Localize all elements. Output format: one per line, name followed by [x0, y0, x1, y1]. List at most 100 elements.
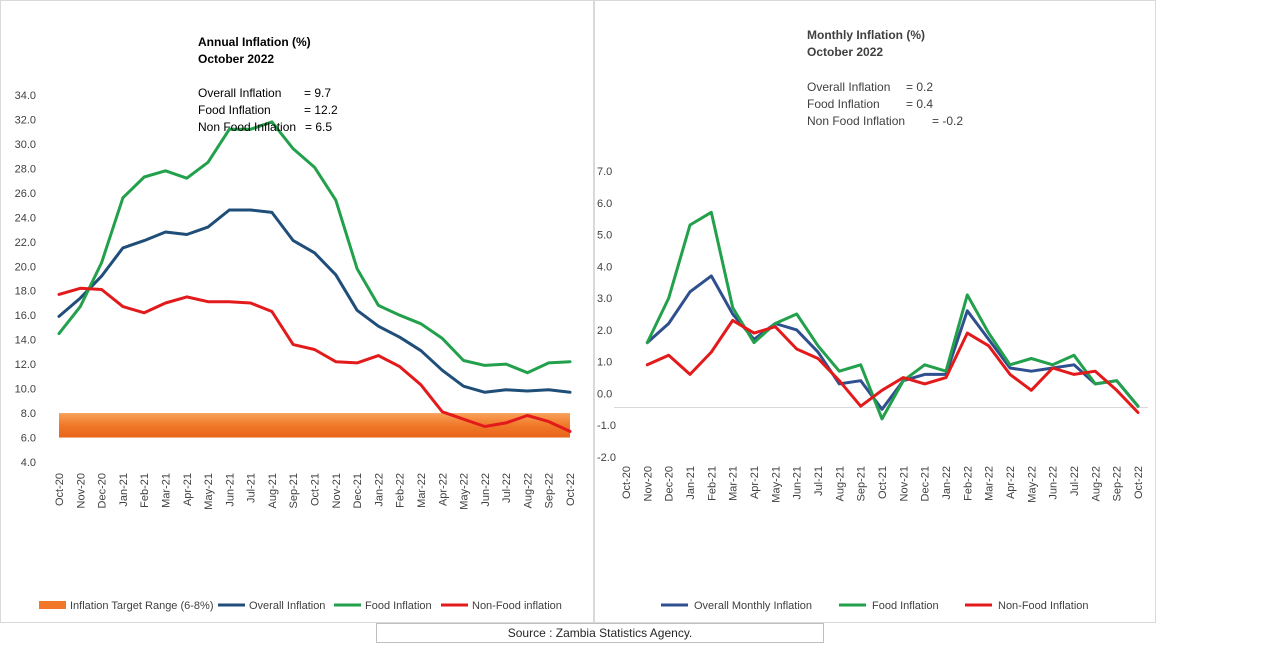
monthly-chart-title: Monthly Inflation (%): [807, 28, 925, 42]
annual-y-tick-label: 8.0: [21, 408, 36, 420]
monthly-nonfood-label: Non Food Inflation: [807, 114, 905, 128]
monthly-x-tick-label: Apr-22: [1005, 466, 1017, 499]
monthly-x-tick-label: Dec-21: [920, 466, 932, 501]
annual-x-tick-label: Dec-20: [97, 473, 109, 508]
annual-y-tick-label: 22.0: [15, 237, 36, 249]
annual-x-tick-label: Nov-20: [75, 473, 87, 508]
annual-inflation-chart: 4.0 6.0 8.0 10.0 12.0 14.0 16.0 18.0 20.0 22.0 24.…: [15, 35, 577, 612]
monthly-x-tick-label: Jun-22: [1048, 466, 1060, 500]
monthly-x-tick-label: Nov-21: [898, 466, 910, 501]
annual-x-tick-label: Jan-21: [118, 473, 130, 507]
monthly-overall-label: Overall Inflation: [807, 80, 890, 94]
annual-x-tick-label: Oct-20: [54, 473, 66, 506]
annual-y-tick-label: 10.0: [15, 384, 36, 396]
monthly-inflation-chart-panel: -2.0 -1.0 0.0 1.0 2.0 3.0 4.0 5.0 6.0 7.0 Oct-20 No…: [594, 0, 1156, 623]
monthly-x-tick-label: Apr-21: [749, 466, 761, 499]
annual-y-tick-label: 14.0: [15, 335, 36, 347]
annual-y-tick-label: 18.0: [15, 286, 36, 298]
monthly-x-tick-label: Aug-22: [1090, 466, 1102, 501]
monthly-y-tick-label: 2.0: [597, 325, 612, 337]
monthly-x-tick-label: Feb-22: [962, 466, 974, 501]
annual-x-tick-label: Feb-21: [139, 473, 151, 508]
legend-label-nonfood: Non-Food inflation: [472, 600, 562, 612]
monthly-y-tick-label: 7.0: [597, 166, 612, 178]
annual-y-tick-label: 4.0: [21, 457, 36, 469]
annual-nonfood-label: Non Food Inflation: [198, 120, 296, 134]
annual-x-tick-label: Dec-21: [352, 473, 364, 508]
monthly-x-tick-label: May-22: [1026, 466, 1038, 503]
annual-y-tick-label: 20.0: [15, 261, 36, 273]
annual-x-tick-label: Sep-22: [544, 473, 556, 508]
legend-label-monthly-nonfood: Non-Food Inflation: [998, 600, 1089, 612]
monthly-y-tick-label: 6.0: [597, 198, 612, 210]
annual-y-tick-label: 28.0: [15, 163, 36, 175]
annual-y-tick-label: 24.0: [15, 212, 36, 224]
annual-x-tick-label: Apr-22: [437, 473, 449, 506]
legend-label-monthly-overall: Overall Monthly Inflation: [694, 600, 812, 612]
monthly-overall-value: = 0.2: [906, 80, 933, 94]
annual-x-tick-label: Jul-22: [501, 473, 513, 503]
monthly-inflation-chart: -2.0 -1.0 0.0 1.0 2.0 3.0 4.0 5.0 6.0 7.0 Oct-20 No…: [597, 28, 1148, 612]
annual-x-tick-label: Apr-21: [182, 473, 194, 506]
legend-label-monthly-food: Food Inflation: [872, 600, 939, 612]
source-note: Source : Zambia Statistics Agency.: [376, 623, 824, 643]
annual-x-tick-label: May-21: [203, 473, 215, 510]
annual-x-tick-label: Feb-22: [395, 473, 407, 508]
monthly-x-tick-label: Mar-22: [984, 466, 996, 501]
annual-x-tick-label: Sep-21: [288, 473, 300, 508]
monthly-x-tick-label: Oct-20: [621, 466, 633, 499]
legend-label-target-band: Inflation Target Range (6-8%): [70, 600, 214, 612]
monthly-x-tick-label: Feb-21: [706, 466, 718, 501]
annual-x-tick-label: Jan-22: [373, 473, 385, 507]
annual-food-value: = 12.2: [304, 103, 338, 117]
monthly-x-tick-label: Mar-21: [728, 466, 740, 501]
annual-chart-subtitle: October 2022: [198, 52, 274, 66]
monthly-legend: Overall Monthly Inflation Food Inflation…: [661, 600, 1089, 612]
annual-nonfood-value: = 6.5: [305, 120, 332, 134]
annual-series-food-inflation: [57, 120, 572, 375]
monthly-series-non-food-inflation: [645, 318, 1140, 414]
monthly-y-tick-label: -1.0: [597, 420, 616, 432]
monthly-x-tick-label: Dec-20: [664, 466, 676, 501]
annual-overall-label: Overall Inflation: [198, 86, 281, 100]
annual-x-tick-label: Oct-21: [310, 473, 322, 506]
annual-x-tick-label: Mar-21: [160, 473, 172, 508]
monthly-nonfood-value: = -0.2: [932, 114, 963, 128]
monthly-x-tick-label: Oct-22: [1133, 466, 1145, 499]
annual-x-tick-label: Aug-21: [267, 473, 279, 508]
annual-y-tick-label: 26.0: [15, 188, 36, 200]
monthly-y-tick-label: -2.0: [597, 452, 616, 464]
monthly-food-value: = 0.4: [906, 97, 933, 111]
annual-y-tick-label: 34.0: [15, 90, 36, 102]
legend-swatch-target-band: [39, 601, 66, 609]
monthly-x-tick-label: Sep-22: [1112, 466, 1124, 501]
annual-y-tick-label: 30.0: [15, 139, 36, 151]
monthly-y-tick-label: 3.0: [597, 293, 612, 305]
monthly-chart-subtitle: October 2022: [807, 45, 883, 59]
legend-label-overall: Overall Inflation: [249, 600, 325, 612]
monthly-series-overall-monthly-inflation: [645, 274, 1140, 411]
annual-y-tick-label: 32.0: [15, 114, 36, 126]
monthly-series-food-inflation: [645, 210, 1140, 421]
annual-x-tick-label: Aug-22: [522, 473, 534, 508]
monthly-y-tick-label: 4.0: [597, 261, 612, 273]
monthly-x-tick-label: Aug-21: [834, 466, 846, 501]
monthly-x-tick-label: Jan-21: [685, 466, 697, 500]
monthly-x-tick-label: Jan-22: [941, 466, 953, 500]
annual-x-tick-label: Nov-21: [331, 473, 343, 508]
monthly-x-tick-label: Jun-21: [792, 466, 804, 500]
annual-x-tick-label: Jun-21: [224, 473, 236, 507]
monthly-y-tick-label: 5.0: [597, 230, 612, 242]
monthly-x-tick-label: Nov-20: [642, 466, 654, 501]
monthly-x-tick-label: May-21: [770, 466, 782, 503]
annual-x-tick-label: May-22: [459, 473, 471, 510]
monthly-x-tick-label: Oct-21: [877, 466, 889, 499]
annual-x-tick-label: Jun-22: [480, 473, 492, 507]
legend-label-food: Food Inflation: [365, 600, 432, 612]
monthly-food-label: Food Inflation: [807, 97, 880, 111]
annual-chart-title: Annual Inflation (%): [198, 35, 311, 49]
monthly-x-tick-label: Jul-21: [813, 466, 825, 496]
annual-series-overall-inflation: [57, 208, 572, 394]
annual-x-tick-label: Jul-21: [246, 473, 258, 503]
monthly-x-tick-label: Jul-22: [1069, 466, 1081, 496]
